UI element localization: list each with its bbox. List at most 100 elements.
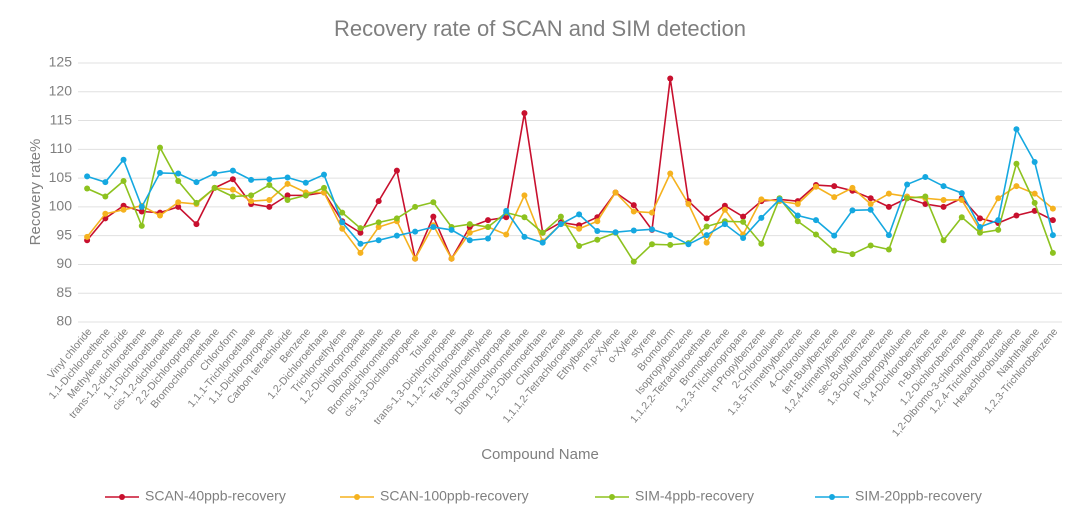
data-point <box>740 213 747 220</box>
data-point <box>266 203 273 210</box>
data-point <box>157 144 163 151</box>
data-point <box>758 240 765 247</box>
data-point <box>958 196 965 203</box>
chart-title: Recovery rate of SCAN and SIM detection <box>334 16 746 41</box>
data-point <box>503 231 510 238</box>
data-point <box>284 180 291 187</box>
data-point <box>977 224 983 231</box>
data-point <box>430 213 437 220</box>
data-point <box>375 198 382 205</box>
y-tick-label: 115 <box>50 111 73 127</box>
data-point <box>521 214 528 221</box>
data-point <box>1013 160 1020 167</box>
y-tick-label: 80 <box>56 313 72 329</box>
data-point <box>849 251 856 258</box>
data-point <box>1049 232 1056 239</box>
data-point <box>831 232 838 239</box>
data-point <box>503 214 510 221</box>
data-point <box>630 258 637 265</box>
data-point <box>630 208 637 215</box>
legend-marker <box>119 494 125 500</box>
data-point <box>849 207 856 214</box>
data-point <box>612 189 619 196</box>
data-point <box>211 184 218 191</box>
legend-label: SIM-20ppb-recovery <box>855 488 982 504</box>
y-tick-label: 85 <box>56 284 72 300</box>
data-point <box>84 173 91 180</box>
data-point <box>576 211 583 218</box>
data-point <box>885 246 892 253</box>
data-point <box>649 209 655 216</box>
data-point <box>758 214 765 221</box>
y-axis-label: Recovery rate% <box>27 139 44 246</box>
legend-label: SIM-4ppb-recovery <box>635 488 754 504</box>
data-point <box>940 196 947 203</box>
data-point <box>594 218 601 225</box>
data-point <box>885 203 892 210</box>
data-point <box>339 225 346 232</box>
data-point <box>393 167 400 174</box>
data-point <box>958 214 965 221</box>
data-point <box>193 221 200 228</box>
data-point <box>175 170 182 177</box>
data-point <box>521 192 528 199</box>
data-point <box>430 224 437 231</box>
data-point <box>521 233 528 240</box>
data-point <box>940 203 947 210</box>
data-point <box>794 218 801 225</box>
legend-label: SCAN-40ppb-recovery <box>145 488 286 504</box>
data-point <box>867 242 874 249</box>
data-point <box>557 213 564 220</box>
data-point <box>685 241 692 248</box>
data-point <box>229 193 236 200</box>
data-point <box>576 225 583 232</box>
data-point <box>758 196 765 203</box>
data-point <box>357 225 364 232</box>
data-point <box>703 232 710 239</box>
data-point <box>721 221 728 228</box>
data-point <box>867 206 874 213</box>
data-point <box>284 192 291 199</box>
data-point <box>885 232 892 239</box>
data-point <box>995 195 1002 202</box>
y-tick-label: 120 <box>49 82 73 98</box>
legend-item: SCAN-100ppb-recovery <box>340 488 529 504</box>
data-point <box>248 176 255 183</box>
data-point <box>649 241 655 248</box>
data-point <box>576 243 583 250</box>
data-point <box>412 203 419 210</box>
data-point <box>466 221 473 228</box>
data-point <box>211 170 218 177</box>
legend-marker <box>354 494 360 500</box>
data-point <box>229 186 236 193</box>
data-point <box>649 226 655 233</box>
data-point <box>357 249 364 256</box>
data-point <box>485 235 491 242</box>
data-point <box>1049 249 1056 256</box>
data-point <box>138 203 145 210</box>
data-point <box>630 227 637 234</box>
data-point <box>102 210 109 217</box>
legend-marker <box>829 494 835 500</box>
data-point <box>1031 158 1038 165</box>
data-point <box>393 232 400 239</box>
data-point <box>594 228 601 235</box>
legend-item: SIM-4ppb-recovery <box>595 488 754 504</box>
data-point <box>430 199 437 206</box>
y-tick-label: 105 <box>49 169 73 185</box>
data-point <box>375 224 382 231</box>
data-point <box>485 224 491 231</box>
data-point <box>120 206 127 213</box>
y-tick-label: 125 <box>49 54 73 70</box>
legend-item: SCAN-40ppb-recovery <box>105 488 286 504</box>
data-point <box>813 183 819 190</box>
data-point <box>885 190 892 197</box>
data-point <box>84 185 91 192</box>
data-point <box>157 169 163 176</box>
data-point <box>1031 207 1038 214</box>
data-point <box>667 241 674 248</box>
data-point <box>685 201 692 208</box>
data-point <box>539 239 546 246</box>
data-point <box>1013 212 1020 219</box>
data-point <box>977 229 983 236</box>
